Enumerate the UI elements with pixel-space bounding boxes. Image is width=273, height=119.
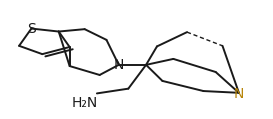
Text: N: N bbox=[234, 87, 244, 101]
Text: S: S bbox=[27, 22, 36, 36]
Text: N: N bbox=[114, 58, 124, 72]
Text: H₂N: H₂N bbox=[72, 96, 98, 110]
